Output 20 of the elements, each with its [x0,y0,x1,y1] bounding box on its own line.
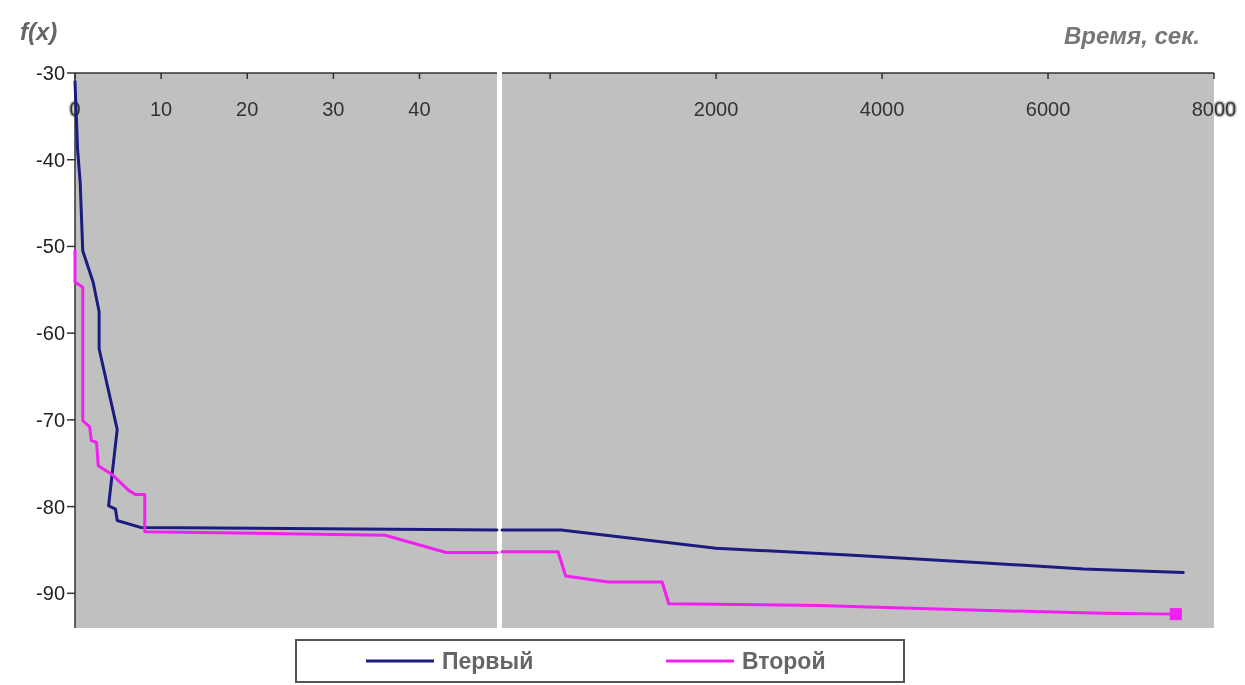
y-tick-label: -80 [36,495,65,518]
y-tick-label: -30 [36,62,65,84]
x-tick-label: 2000 [693,98,739,120]
x-tick-label: 8000 [1191,98,1237,120]
y-tick-label: -90 [36,582,65,605]
legend-label: Первый [442,648,534,674]
y-axis-title: f(x) [20,18,58,45]
x-tick-label: 6000 [1025,98,1071,120]
y-tick-label: -60 [36,322,65,345]
x-tick-label: 30 [322,98,345,120]
x-tick-label: 40 [408,98,431,120]
x-tick-label: 4000 [859,98,905,120]
line-series [73,249,499,555]
legend-label: Второй [742,648,826,674]
x-axis-title: Время, сек. [1063,22,1200,49]
x-tick-label: 20 [236,98,259,120]
y-tick-label: -50 [36,235,65,258]
y-tick-label: -70 [36,408,65,431]
x-tick-label: 10 [150,98,173,120]
y-tick-label: -40 [36,148,65,171]
